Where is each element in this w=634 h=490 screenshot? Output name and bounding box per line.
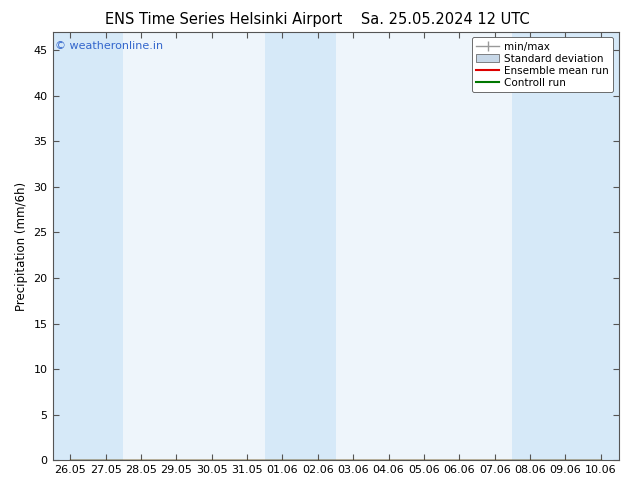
Text: © weatheronline.in: © weatheronline.in — [55, 41, 164, 50]
Bar — [265, 32, 300, 460]
Legend: min/max, Standard deviation, Ensemble mean run, Controll run: min/max, Standard deviation, Ensemble me… — [472, 37, 613, 92]
Bar — [300, 32, 335, 460]
Bar — [88, 32, 123, 460]
Y-axis label: Precipitation (mm/6h): Precipitation (mm/6h) — [15, 182, 28, 311]
Bar — [53, 32, 88, 460]
Text: ENS Time Series Helsinki Airport    Sa. 25.05.2024 12 UTC: ENS Time Series Helsinki Airport Sa. 25.… — [105, 12, 529, 27]
Bar — [548, 32, 583, 460]
Bar — [512, 32, 548, 460]
Bar — [583, 32, 619, 460]
